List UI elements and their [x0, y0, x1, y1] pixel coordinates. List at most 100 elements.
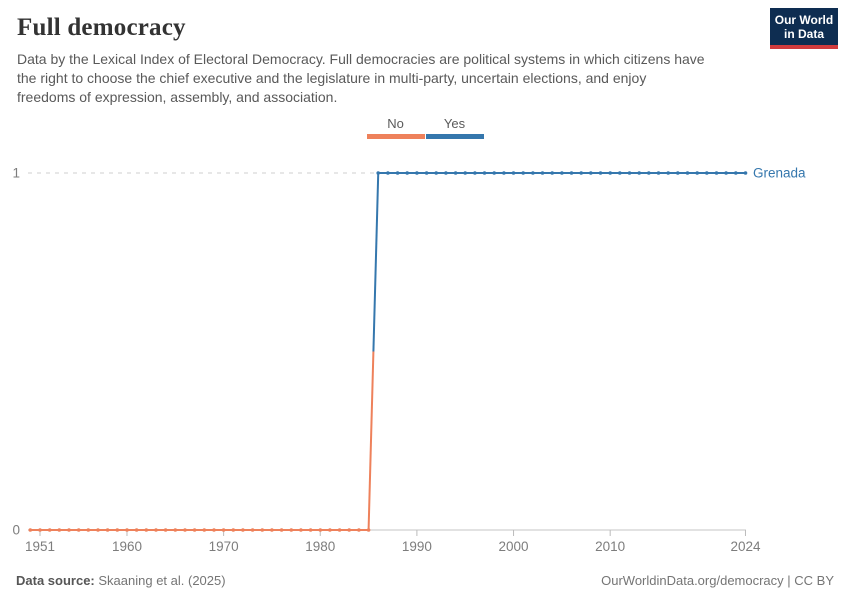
data-point[interactable] — [618, 171, 622, 175]
data-point[interactable] — [395, 171, 400, 175]
data-point[interactable] — [38, 528, 42, 532]
data-point[interactable] — [289, 528, 294, 532]
data-point[interactable] — [134, 528, 139, 532]
data-point[interactable] — [676, 171, 680, 175]
data-point[interactable] — [434, 171, 439, 175]
data-point[interactable] — [260, 528, 265, 532]
data-point[interactable] — [250, 528, 255, 532]
legend-item-yes[interactable]: Yes — [425, 116, 484, 139]
data-point[interactable] — [173, 528, 178, 532]
data-point[interactable] — [608, 171, 612, 175]
chart-header: Full democracy Data by the Lexical Index… — [17, 12, 757, 107]
data-point[interactable] — [357, 528, 361, 532]
x-axis-tick-label: 1960 — [112, 539, 142, 554]
data-point[interactable] — [57, 528, 62, 532]
data-point[interactable] — [743, 171, 748, 175]
data-point[interactable] — [724, 171, 728, 175]
data-point[interactable] — [221, 528, 226, 532]
data-point[interactable] — [86, 528, 91, 532]
data-point[interactable] — [589, 171, 593, 175]
data-point[interactable] — [463, 171, 468, 175]
data-source-value: Skaaning et al. (2025) — [98, 573, 226, 588]
data-point[interactable] — [212, 528, 216, 532]
data-point[interactable] — [96, 528, 100, 532]
data-point[interactable] — [734, 171, 738, 175]
chart-footer: Data source: Skaaning et al. (2025) OurW… — [16, 573, 834, 588]
data-point[interactable] — [598, 171, 603, 175]
data-point[interactable] — [241, 528, 245, 532]
data-point[interactable] — [231, 528, 236, 532]
data-point[interactable] — [714, 171, 719, 175]
data-point[interactable] — [637, 171, 641, 175]
owid-url-link[interactable]: OurWorldinData.org/democracy | CC BY — [601, 573, 834, 588]
data-point[interactable] — [531, 171, 535, 175]
data-point[interactable] — [560, 171, 564, 175]
data-point[interactable] — [47, 528, 52, 532]
data-point[interactable] — [308, 528, 313, 532]
data-point[interactable] — [28, 528, 33, 532]
data-point[interactable] — [202, 528, 207, 532]
data-point[interactable] — [482, 171, 487, 175]
data-point[interactable] — [666, 171, 670, 175]
data-point[interactable] — [705, 171, 709, 175]
legend-item-no[interactable]: No — [366, 116, 425, 139]
page-title: Full democracy — [17, 14, 186, 41]
data-point[interactable] — [386, 171, 390, 175]
data-point[interactable] — [279, 528, 284, 532]
data-point[interactable] — [695, 171, 699, 175]
legend-label: Yes — [443, 116, 466, 131]
data-point[interactable] — [685, 171, 690, 175]
y-axis-tick-label: 1 — [12, 166, 20, 181]
subtitle-line: freedoms of expression, assembly, and as… — [17, 89, 338, 105]
data-point[interactable] — [144, 528, 149, 532]
series-step-connector[interactable] — [367, 351, 375, 531]
data-point[interactable] — [569, 171, 574, 175]
data-point[interactable] — [76, 528, 81, 532]
subtitle-line: Data by the Lexical Index of Electoral D… — [17, 51, 705, 67]
data-point[interactable] — [492, 171, 497, 175]
data-point[interactable] — [521, 171, 525, 175]
x-axis-tick-label: 2024 — [730, 539, 761, 554]
data-point[interactable] — [318, 528, 323, 532]
data-point[interactable] — [299, 528, 303, 532]
x-axis-tick-label: 1951 — [25, 539, 55, 554]
data-point[interactable] — [337, 528, 342, 532]
legend-label: No — [387, 116, 404, 131]
data-point[interactable] — [550, 171, 554, 175]
data-point[interactable] — [656, 171, 661, 175]
data-point[interactable] — [347, 528, 352, 532]
data-point[interactable] — [183, 528, 187, 532]
data-point[interactable] — [328, 528, 332, 532]
data-point[interactable] — [540, 171, 545, 175]
x-axis-tick-label: 1980 — [305, 539, 335, 554]
data-point[interactable] — [163, 528, 168, 532]
x-axis-tick-label: 2000 — [499, 539, 529, 554]
data-point[interactable] — [405, 171, 410, 175]
data-point[interactable] — [502, 171, 506, 175]
data-point[interactable] — [453, 171, 458, 175]
data-point[interactable] — [444, 171, 448, 175]
data-point[interactable] — [270, 528, 274, 532]
owid-logo-text: Our World — [774, 13, 834, 27]
data-point[interactable] — [473, 171, 477, 175]
data-point[interactable] — [376, 171, 381, 175]
data-source: Data source: Skaaning et al. (2025) — [16, 573, 226, 588]
data-point[interactable] — [415, 171, 419, 175]
data-point[interactable] — [579, 171, 583, 175]
chart-legend: No Yes — [0, 116, 850, 139]
series-step-connector[interactable] — [372, 172, 380, 352]
data-point[interactable] — [192, 528, 197, 532]
data-point[interactable] — [154, 528, 158, 532]
data-point[interactable] — [115, 528, 120, 532]
series-label-grenada[interactable]: Grenada — [753, 166, 806, 181]
data-point[interactable] — [647, 171, 651, 175]
data-point[interactable] — [424, 171, 429, 175]
data-point[interactable] — [511, 171, 516, 175]
data-point[interactable] — [105, 528, 110, 532]
data-point[interactable] — [125, 528, 129, 532]
data-point[interactable] — [67, 528, 71, 532]
subtitle-line: the right to choose the chief executive … — [17, 70, 647, 86]
owid-logo[interactable]: Our World in Data — [770, 8, 838, 49]
data-point[interactable] — [627, 171, 632, 175]
